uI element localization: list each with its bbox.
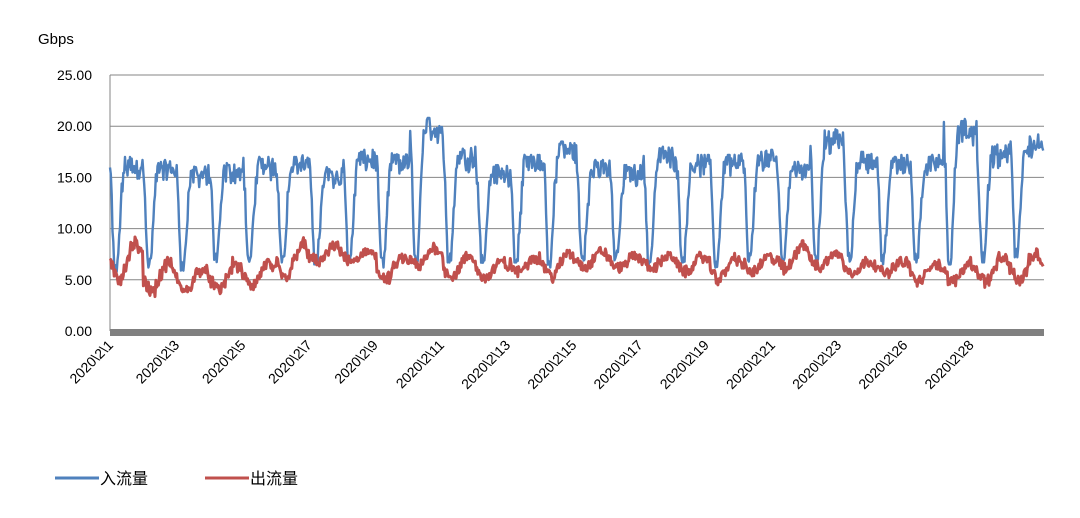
x-tick-label: 2020\2\11 [392, 337, 447, 392]
x-tick-label: 2020\2\19 [657, 337, 713, 393]
x-tick-label: 2020\2\17 [590, 337, 646, 393]
x-tick-label: 2020\2\13 [458, 337, 514, 393]
x-tick-label: 2020\2\28 [921, 337, 977, 393]
y-tick-label: 15.00 [57, 169, 92, 185]
series-lines [108, 116, 1045, 299]
gridlines [109, 74, 1044, 331]
y-tick-label: 10.00 [57, 221, 92, 237]
x-tick-label: 2020\2\15 [524, 337, 580, 393]
legend-label: 入流量 [100, 470, 148, 488]
x-tick-label: 2020\2\3 [132, 337, 182, 387]
y-tick-label: 25.00 [57, 67, 92, 83]
x-tick-label: 2020\2\26 [855, 337, 911, 393]
x-tick-label: 2020\2\7 [265, 337, 315, 387]
x-axis-bar [110, 329, 1044, 336]
series-line-inbound [108, 116, 1045, 274]
legend-label: 出流量 [250, 470, 298, 488]
x-tick-labels: 2020\2\1 2020\2\3 2020\2\5 2020\2\7 2020\2\9… [66, 337, 977, 393]
y-tick-label: 20.00 [57, 118, 92, 134]
series-line-outbound [108, 235, 1045, 299]
x-tick-label: 2020\2\5 [199, 337, 249, 387]
x-tick-label: 2020\2\23 [789, 337, 845, 393]
y-axis-unit-label: Gbps [38, 31, 74, 48]
y-tick-label: 5.00 [65, 272, 92, 288]
x-tick-label: 2020\2\1 [66, 337, 116, 387]
y-tick-label: 0.00 [65, 323, 92, 339]
x-tick-label: 2020\2\21 [723, 337, 779, 393]
x-tick-label: 2020\2\9 [331, 337, 381, 387]
legend: 入流量 出流量 [55, 470, 298, 488]
y-tick-labels: 0.00 5.00 10.00 15.00 20.00 25.00 [57, 67, 92, 339]
